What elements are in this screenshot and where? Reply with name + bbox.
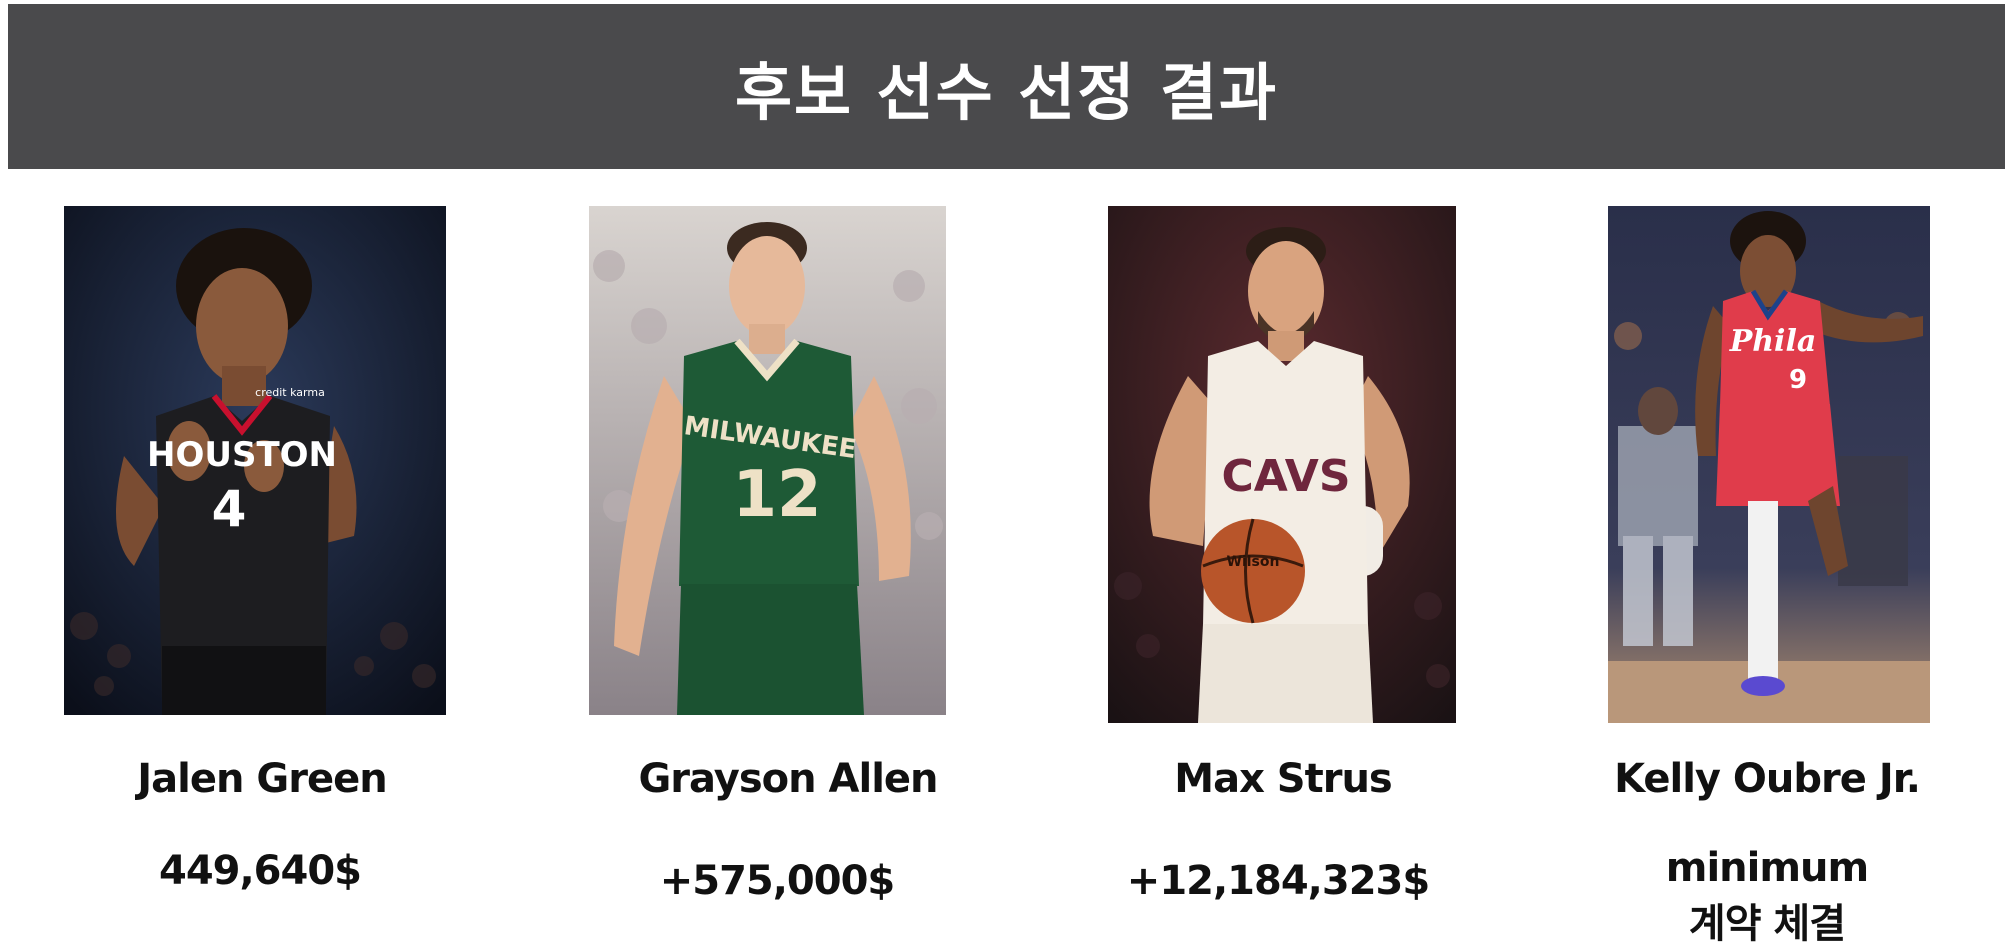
player-amount-kelly-oubre: minimum 계약 체결	[1517, 840, 2012, 952]
player-name-jalen-green: Jalen Green	[137, 756, 387, 802]
amount-line-2: 계약 체결	[1688, 901, 1846, 947]
jersey-team-text: HOUSTON	[147, 435, 337, 475]
player-name-max-strus: Max Strus	[1174, 756, 1392, 802]
jersey-number-text: 12	[732, 458, 821, 532]
max-strus-photo: CAVS Wilson	[1108, 206, 1456, 723]
player-name-kelly-oubre: Kelly Oubre Jr.	[1614, 756, 1921, 802]
jersey-number-text: 4	[212, 480, 247, 538]
jalen-green-photo: HOUSTON 4 credit karma	[64, 206, 446, 715]
title-bar: 후보 선수 선정 결과	[8, 4, 2005, 169]
player-amount-grayson-allen: +575,000$	[659, 858, 896, 904]
sponsor-text: credit karma	[255, 386, 325, 399]
kelly-oubre-photo: Phila 9	[1608, 206, 1930, 723]
jersey-team-text: CAVS	[1221, 451, 1350, 502]
grayson-allen-photo: MILWAUKEE 12	[589, 206, 946, 715]
page-title: 후보 선수 선정 결과	[734, 55, 1279, 129]
player-name-grayson-allen: Grayson Allen	[638, 756, 938, 802]
player-amount-max-strus: +12,184,323$	[1126, 858, 1430, 904]
ball-label: Wilson	[1227, 554, 1280, 570]
jersey-team-text: Phila	[1729, 324, 1817, 359]
player-amount-jalen-green: 449,640$	[158, 848, 362, 894]
jersey-number-text: 9	[1789, 365, 1807, 395]
amount-line-1: minimum	[1665, 845, 1869, 891]
